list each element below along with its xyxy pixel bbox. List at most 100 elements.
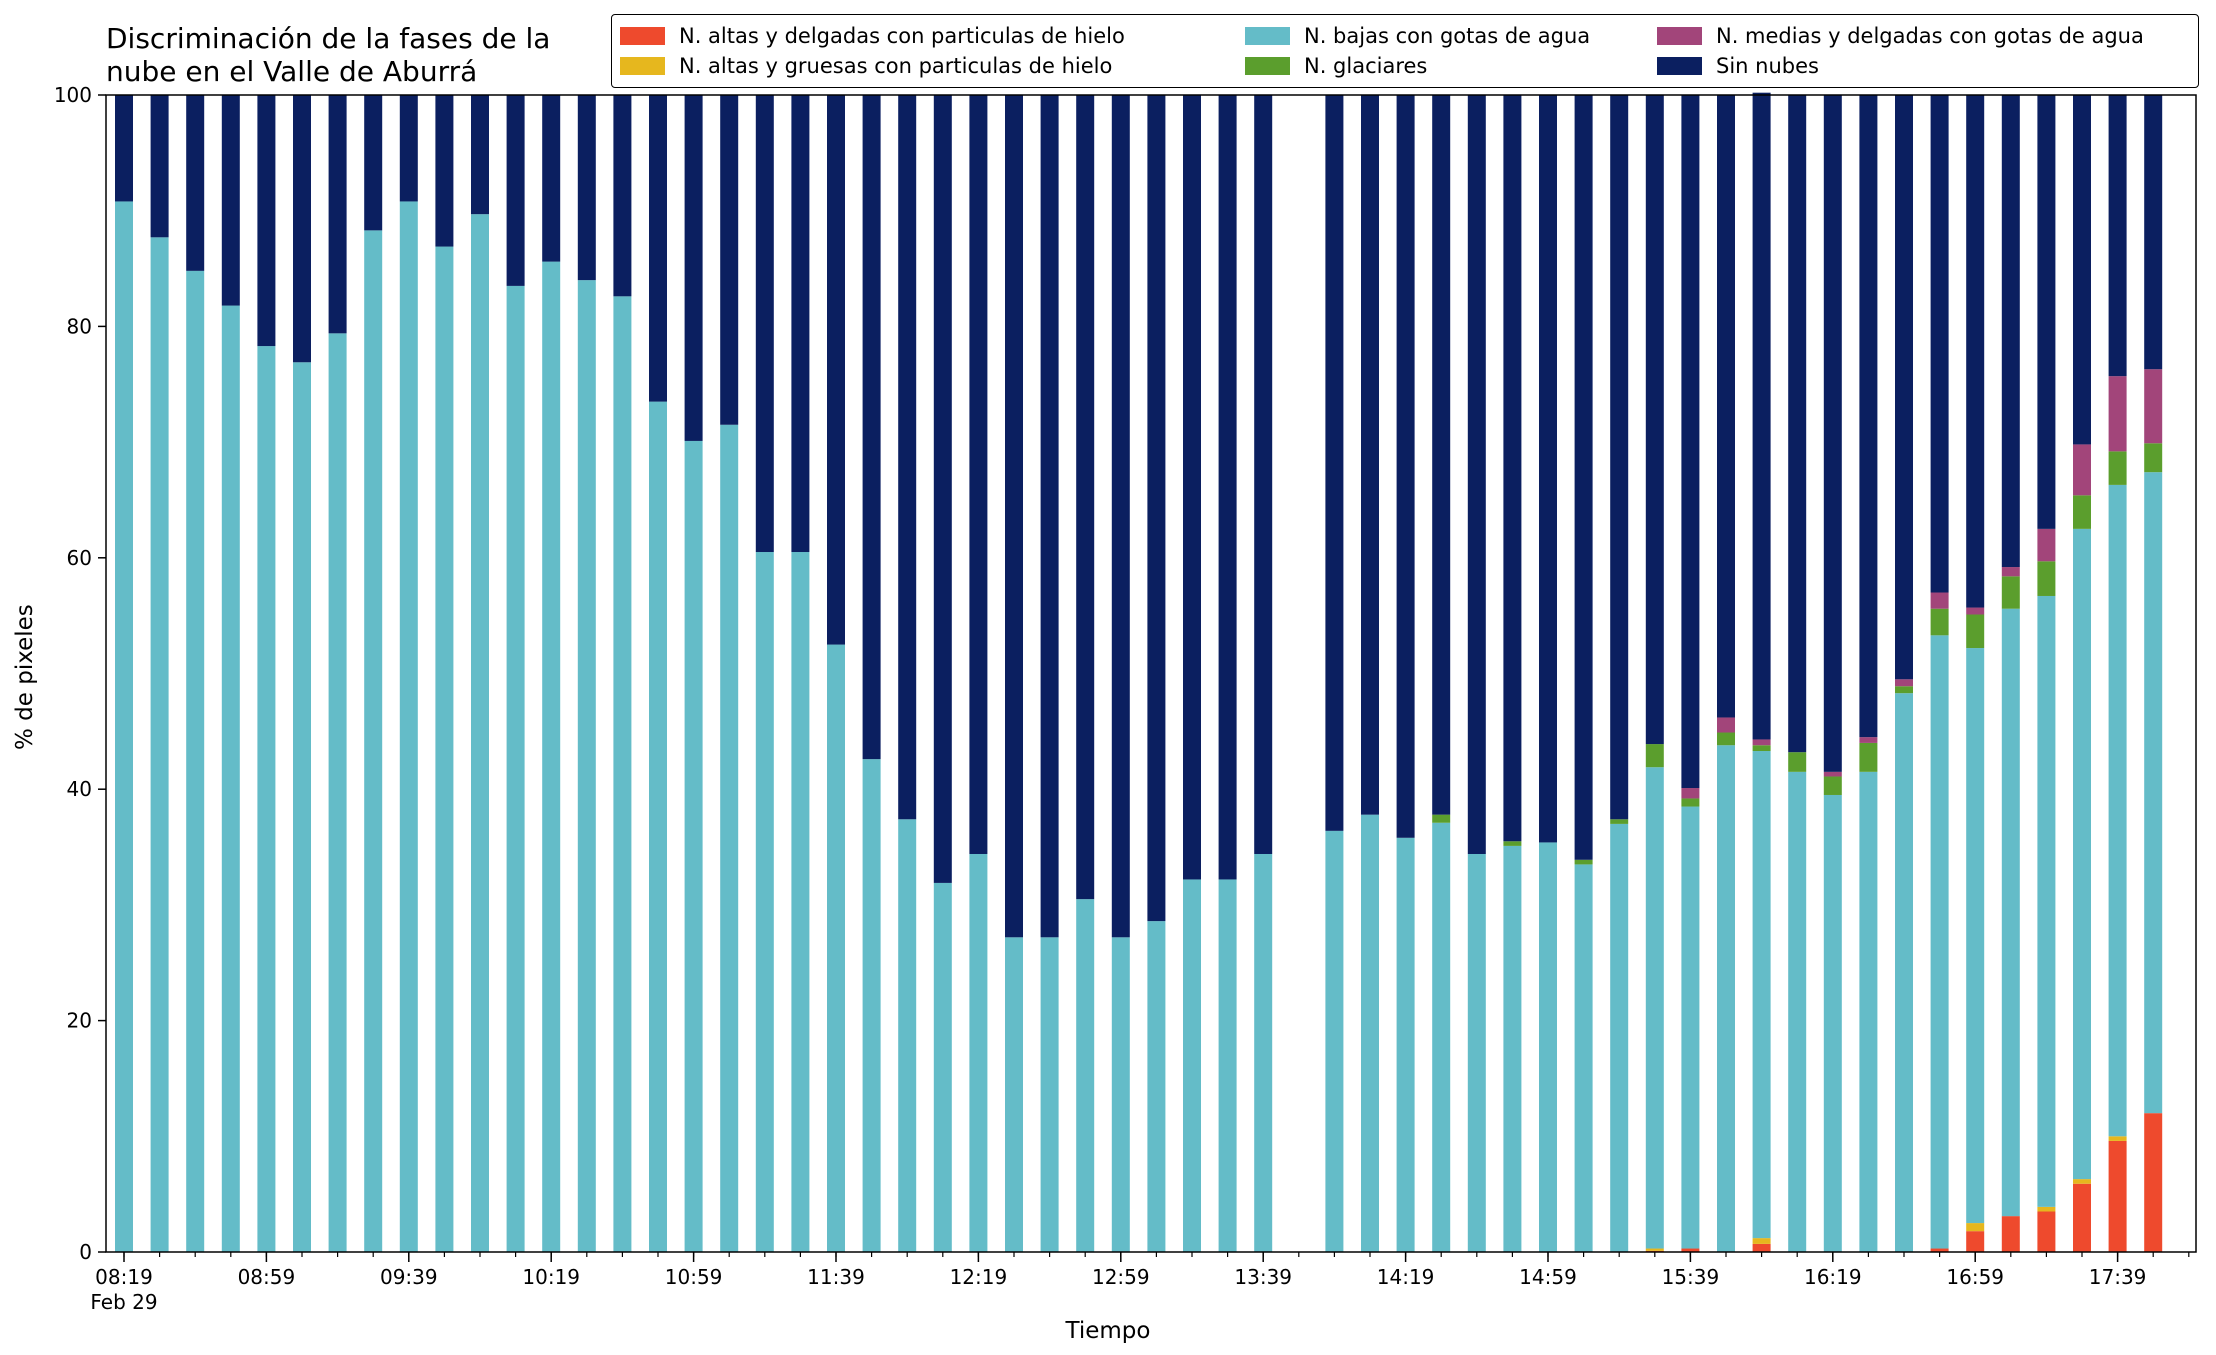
- bar-segment-3-12:09: [933, 882, 952, 1252]
- bar-segment-6-11:19: [755, 95, 774, 553]
- bar-segment-6-09:09: [293, 95, 311, 363]
- bar-segment-3-16:39: [1895, 693, 1913, 1252]
- bar-segment-3-11:49: [862, 759, 881, 1252]
- bar-segment-4-17:19: [2037, 561, 2056, 596]
- y-tick-label: 60: [67, 546, 92, 570]
- bar-segment-6-15:49: [1717, 95, 1735, 718]
- bar-segment-6-08:19: [115, 95, 133, 202]
- bar-segment-3-13:29: [1218, 879, 1237, 1252]
- bar-segment-3-17:49: [2144, 472, 2163, 1114]
- bar-segment-2-15:59: [1752, 1238, 1771, 1244]
- bar-segment-4-16:49: [1930, 608, 1949, 636]
- bar-segment-6-17:19: [2037, 95, 2056, 529]
- bar-segment-2-17:39: [2108, 1136, 2127, 1141]
- bar-segment-4-15:19: [1610, 819, 1629, 824]
- x-tick-label: 15:39: [1662, 1265, 1720, 1289]
- bar-segment-4-14:29: [1432, 814, 1451, 823]
- bar-segment-6-11:09: [720, 95, 739, 425]
- bar-segment-3-08:19: [115, 201, 133, 1253]
- bar-segment-6-10:09: [506, 95, 525, 286]
- bar-segment-6-12:49: [1076, 95, 1095, 900]
- bar-segment-5-17:09: [2001, 567, 2020, 577]
- bar-segment-6-08:29: [150, 95, 169, 238]
- bar-segment-6-17:29: [2073, 95, 2091, 445]
- bar-segment-6-16:29: [1859, 95, 1878, 738]
- bar-segment-2-17:19: [2037, 1206, 2056, 1212]
- bar-segment-3-09:09: [293, 362, 311, 1252]
- bar-segment-3-08:49: [221, 305, 240, 1252]
- x-tick-label: 14:59: [1519, 1265, 1577, 1289]
- bar-segment-6-16:49: [1930, 95, 1949, 593]
- y-tick-label: 20: [67, 1009, 92, 1033]
- bar-segment-2-15:29: [1645, 1248, 1664, 1251]
- bar-segment-6-15:39: [1681, 95, 1700, 789]
- legend-swatch: [620, 57, 665, 75]
- x-tick-label: 14:19: [1377, 1265, 1435, 1289]
- bar-segment-4-14:49: [1503, 841, 1522, 846]
- x-tick-label: 12:59: [1092, 1265, 1150, 1289]
- legend-swatch: [1245, 57, 1290, 75]
- bar-segment-6-13:09: [1147, 95, 1166, 922]
- legend-item: N. medias y delgadas con gotas de agua: [1657, 21, 2144, 51]
- x-tick-label: 17:39: [2089, 1265, 2147, 1289]
- bar-segment-3-11:39: [827, 644, 845, 1252]
- bar-segment-3-15:19: [1610, 823, 1629, 1252]
- bar-segment-3-09:39: [399, 201, 418, 1253]
- bar-segment-4-16:19: [1823, 776, 1842, 795]
- bar-segment-3-09:19: [328, 333, 347, 1253]
- bar-segment-5-15:39: [1681, 788, 1700, 799]
- x-tick-label: 08:19: [95, 1265, 153, 1289]
- bar-segment-6-14:19: [1396, 95, 1415, 838]
- x-tick-label: 12:19: [950, 1265, 1008, 1289]
- bar-segment-4-16:29: [1859, 742, 1878, 772]
- bar-segment-6-14:09: [1361, 95, 1379, 815]
- legend-label: N. medias y delgadas con gotas de agua: [1716, 24, 2144, 48]
- bar-segment-6-13:59: [1325, 95, 1344, 831]
- x-tick-label: 10:59: [665, 1265, 723, 1289]
- bar-segment-6-16:19: [1823, 95, 1842, 772]
- bar-segment-6-08:49: [221, 95, 240, 306]
- bar-segment-4-16:09: [1788, 752, 1807, 772]
- bar-segment-3-16:59: [1966, 648, 1985, 1224]
- bar-segment-3-08:29: [150, 237, 169, 1252]
- bar-segment-6-17:49: [2144, 95, 2163, 370]
- bar-segment-3-15:49: [1717, 745, 1735, 1252]
- bar-segment-6-12:59: [1111, 95, 1130, 938]
- bar-segment-6-13:19: [1183, 95, 1201, 880]
- bar-segment-6-16:59: [1966, 95, 1985, 608]
- bar-segment-3-10:39: [613, 296, 632, 1252]
- bar-segment-1-17:49: [2144, 1113, 2163, 1252]
- bar-segment-6-09:29: [364, 95, 383, 231]
- bar-segment-5-15:59: [1752, 739, 1771, 746]
- x-date-label: Feb 29: [90, 1290, 157, 1314]
- bar-segment-4-16:59: [1966, 614, 1985, 649]
- bar-segment-3-11:19: [755, 552, 774, 1252]
- bar-segment-1-16:49: [1930, 1248, 1949, 1252]
- legend-label: N. altas y gruesas con particulas de hie…: [679, 54, 1113, 78]
- bar-segment-6-17:09: [2001, 95, 2020, 568]
- bar-segment-6-15:19: [1610, 95, 1629, 820]
- bar-segment-3-12:49: [1076, 899, 1095, 1252]
- x-tick-label: 16:59: [1946, 1265, 2004, 1289]
- bar-segment-1-15:59: [1752, 1243, 1771, 1252]
- legend-item: N. glaciares: [1245, 51, 1427, 81]
- legend-item: N. altas y gruesas con particulas de hie…: [620, 51, 1112, 81]
- chart-title: Discriminación de la fases de la nube en…: [106, 22, 551, 88]
- y-tick-label: 80: [67, 314, 92, 338]
- bar-segment-3-10:59: [684, 440, 703, 1252]
- bar-segment-4-15:59: [1752, 745, 1771, 752]
- bar-segment-3-10:09: [506, 285, 525, 1252]
- bar-segment-3-15:09: [1574, 864, 1593, 1252]
- bar-segment-6-11:39: [827, 95, 845, 645]
- bar-segment-3-13:39: [1254, 853, 1273, 1252]
- bar-segment-6-17:39: [2108, 95, 2127, 377]
- bar-segment-6-12:39: [1040, 95, 1059, 938]
- bar-segment-6-09:49: [435, 95, 454, 247]
- bar-segment-6-13:39: [1254, 95, 1273, 854]
- bar-segment-6-09:39: [399, 95, 418, 202]
- bar-segment-3-14:49: [1503, 845, 1522, 1252]
- legend-swatch: [1657, 27, 1702, 45]
- y-tick-label: 0: [79, 1240, 92, 1264]
- bar-segment-3-10:19: [542, 261, 561, 1252]
- bar-segment-6-16:09: [1788, 95, 1807, 753]
